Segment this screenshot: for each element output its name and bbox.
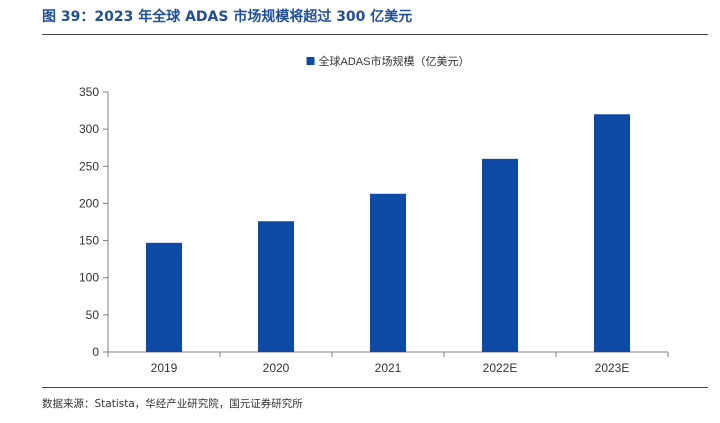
chart-legend: 全球ADAS市场规模（亿美元） — [306, 54, 470, 68]
y-tick-label: 150 — [79, 234, 99, 248]
y-tick-label: 350 — [79, 85, 99, 99]
bar-2022E — [482, 158, 518, 352]
bar-series — [146, 114, 630, 353]
y-tick-label: 250 — [79, 159, 99, 173]
x-tick-label: 2022E — [483, 361, 518, 375]
y-tick-label: 200 — [79, 196, 99, 210]
y-tick-label: 300 — [79, 122, 99, 136]
x-tick-label: 2019 — [151, 361, 178, 375]
bar-2020 — [258, 221, 294, 352]
figure-title: 图 39：2023 年全球 ADAS 市场规模将超过 300 亿美元 — [42, 9, 413, 25]
bar-2019 — [146, 242, 182, 352]
x-axis: 2019 2020 2021 2022E 2023E — [107, 351, 669, 375]
bar-2023E — [594, 114, 630, 353]
legend-label: 全球ADAS市场规模（亿美元） — [319, 54, 470, 68]
x-tick-label: 2020 — [263, 361, 290, 375]
legend-swatch — [306, 57, 315, 65]
y-tick-label: 100 — [79, 271, 99, 285]
title-divider — [42, 34, 708, 35]
y-axis: 0 50 100 150 200 250 300 350 — [79, 85, 109, 359]
y-tick-label: 50 — [86, 308, 100, 322]
x-tick-label: 2023E — [595, 361, 630, 375]
bar-2021 — [370, 193, 406, 352]
x-tick-label: 2021 — [375, 361, 402, 375]
source-note: 数据来源：Statista，华经产业研究院，国元证券研究所 — [42, 398, 303, 410]
y-tick-label: 0 — [92, 345, 99, 359]
footer-divider — [42, 387, 708, 388]
